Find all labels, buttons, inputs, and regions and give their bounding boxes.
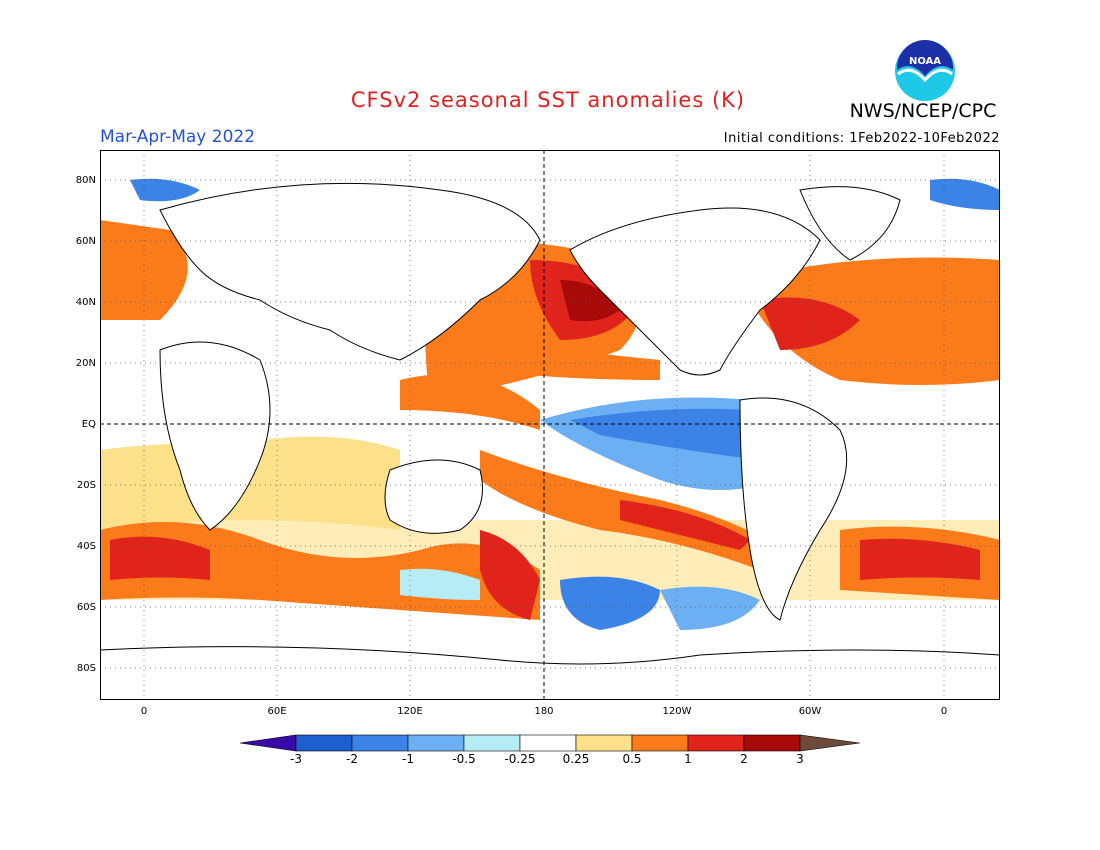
agency-label: NWS/NCEP/CPC — [849, 100, 997, 122]
noaa-logo-text: NOAA — [909, 56, 941, 67]
noaa-logo: NOAA — [894, 40, 956, 102]
lon-label-120w: 120W — [662, 706, 692, 717]
lat-label-20n: 20N — [75, 358, 96, 369]
colorbar-tick-label: 0.25 — [562, 752, 590, 766]
colorbar-box — [519, 734, 577, 752]
colorbar-tick-label: -3 — [290, 752, 302, 766]
colorbar-tick-label: 0.5 — [622, 752, 642, 766]
map-title: CFSv2 seasonal SST anomalies (K) — [350, 88, 746, 112]
colorbar-tick-label: -1 — [402, 752, 414, 766]
colorbar-box — [407, 734, 465, 752]
colorbar-box — [575, 734, 633, 752]
colorbar-box — [631, 734, 689, 752]
lat-label-40s: 40S — [76, 541, 96, 552]
lon-label-60e: 60E — [267, 706, 287, 717]
sst-anomaly-map — [100, 150, 1000, 700]
colorbar-tick-label: -0.25 — [504, 752, 536, 766]
colorbar-box — [743, 734, 801, 752]
continents — [100, 182, 1000, 700]
lon-label-180: 180 — [534, 706, 554, 717]
colorbar-high-extend — [799, 734, 861, 752]
initial-conditions-label: Initial conditions: 1Feb2022-10Feb2022 — [723, 131, 1000, 146]
lat-label-20s: 20S — [76, 480, 96, 491]
lat-label-60n: 60N — [75, 236, 96, 247]
colorbar-tick-label: 1 — [684, 752, 692, 766]
colorbar-tick-label: -0.5 — [452, 752, 476, 766]
colorbar-tick-label: -2 — [346, 752, 358, 766]
grid-lines — [100, 150, 1000, 700]
lat-label-40n: 40N — [75, 297, 96, 308]
season-label: Mar-Apr-May 2022 — [100, 127, 256, 147]
colorbar-tick-label: 3 — [796, 752, 804, 766]
lon-label-60w: 60W — [798, 706, 822, 717]
colorbar-box — [351, 734, 409, 752]
colorbar-box — [687, 734, 745, 752]
lat-label-80s: 80S — [76, 663, 96, 674]
lon-label-0: 0 — [140, 706, 148, 717]
lon-label-120e: 120E — [397, 706, 423, 717]
lat-label-eq: EQ — [81, 419, 96, 430]
colorbar-box — [463, 734, 521, 752]
colorbar-box — [295, 734, 353, 752]
colorbar-low-extend — [239, 734, 297, 752]
lon-label-0-east: 0 — [940, 706, 948, 717]
equator-dateline — [100, 150, 1000, 700]
lat-label-80n: 80N — [75, 175, 96, 186]
lat-label-60s: 60S — [76, 602, 96, 613]
colorbar-tick-label: 2 — [740, 752, 748, 766]
colorbar — [239, 733, 861, 753]
